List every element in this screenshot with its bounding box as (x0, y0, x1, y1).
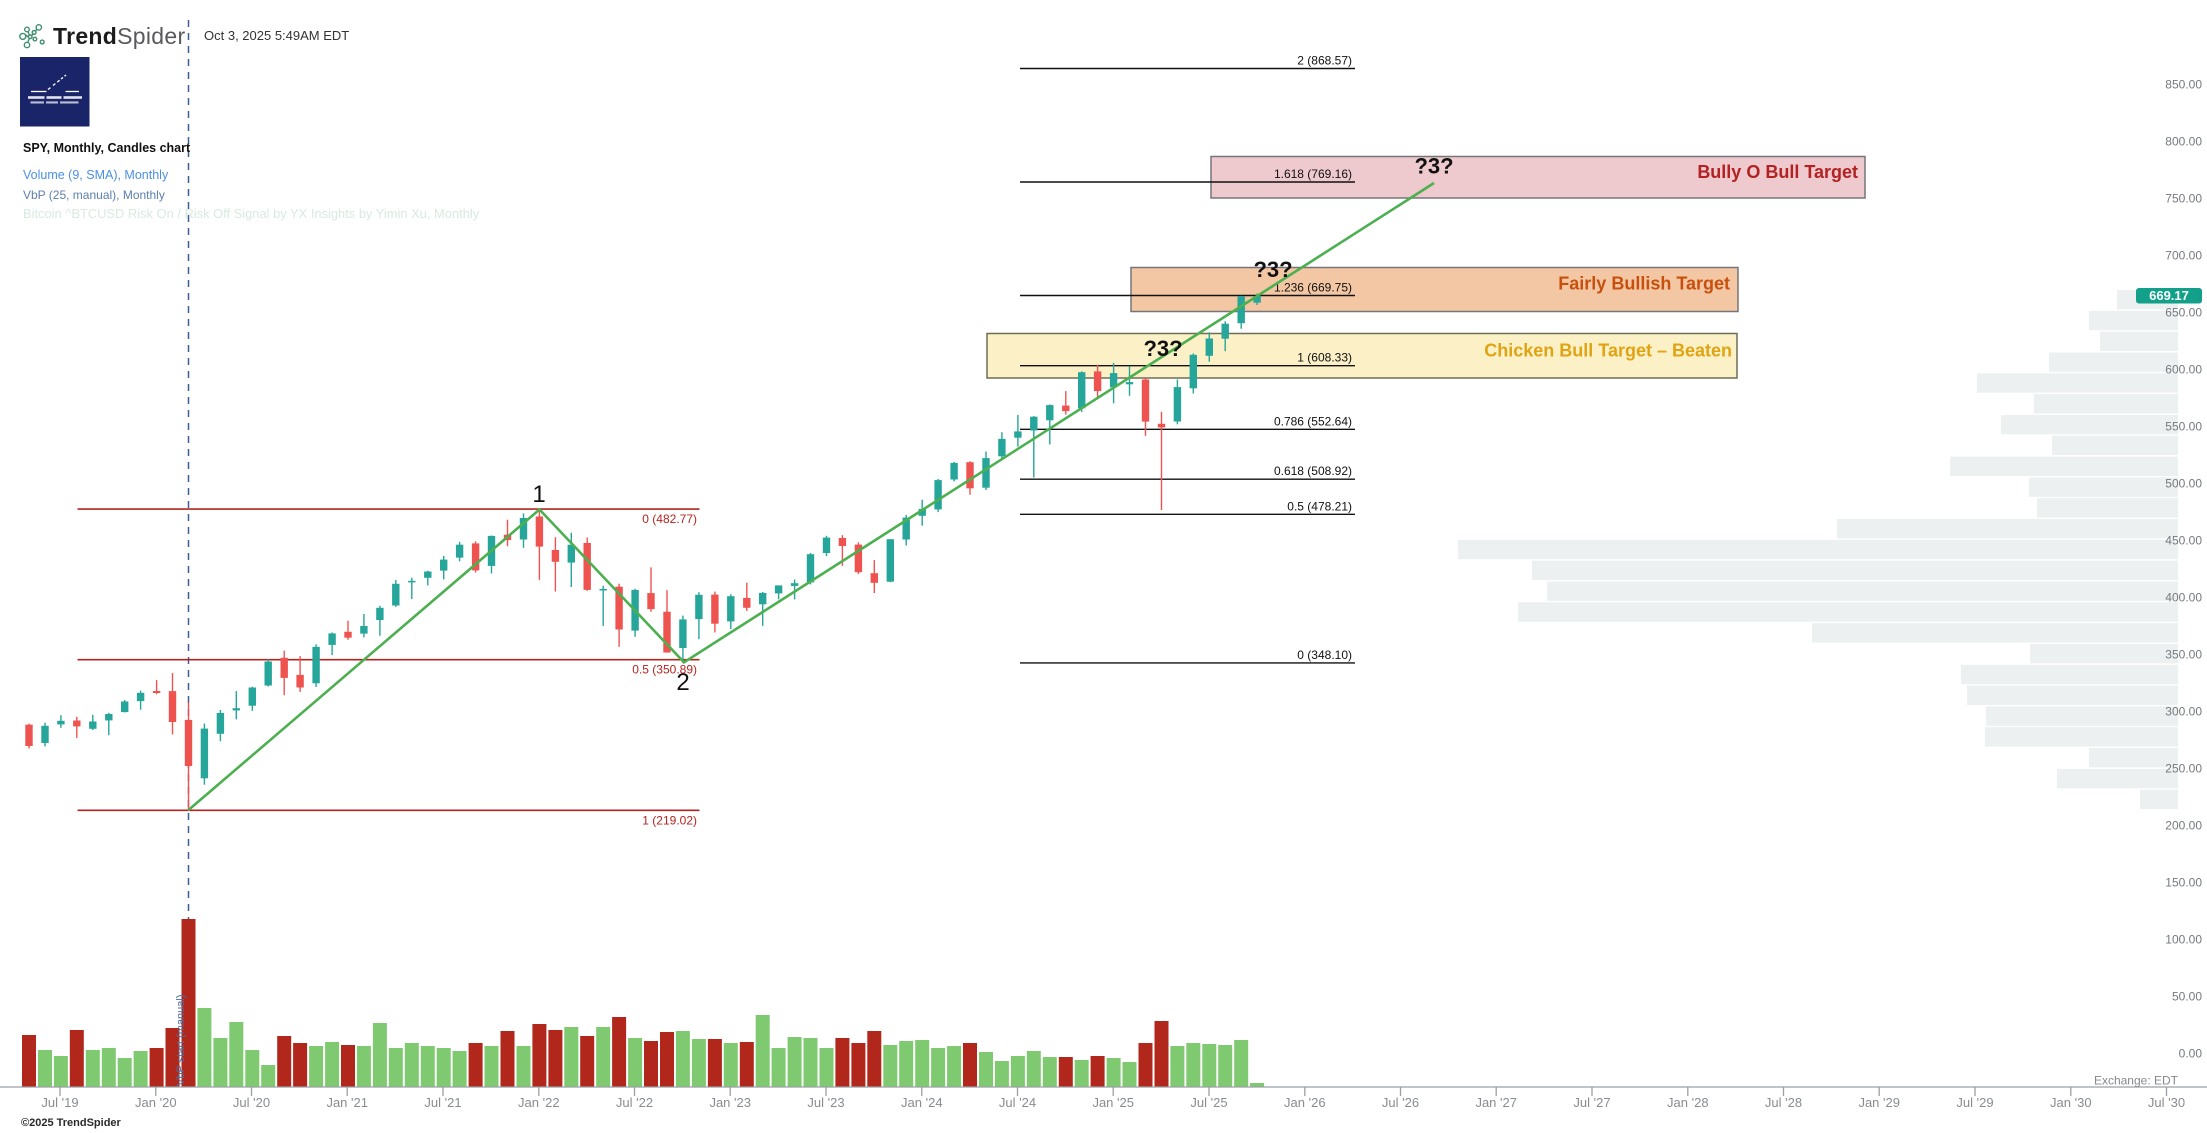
svg-text:0.5 (478.21): 0.5 (478.21) (1287, 499, 1352, 513)
svg-text:100.00: 100.00 (2165, 932, 2202, 946)
svg-text:VbP start (manual): VbP start (manual) (175, 994, 187, 1086)
svg-text:350.00: 350.00 (2165, 647, 2202, 661)
svg-text:Jan '21: Jan '21 (326, 1095, 368, 1110)
svg-text:Jul '21: Jul '21 (424, 1095, 461, 1110)
svg-text:Bitcoin ^BTCUSD Risk On / Risk: Bitcoin ^BTCUSD Risk On / Risk Off Signa… (23, 206, 480, 221)
svg-text:Jan '26: Jan '26 (1284, 1095, 1326, 1110)
svg-text:Jul '25: Jul '25 (1190, 1095, 1227, 1110)
svg-text:Bully O Bull Target: Bully O Bull Target (1697, 162, 1858, 182)
svg-text:Fairly Bullish Target: Fairly Bullish Target (1558, 274, 1730, 294)
svg-text:Jul '28: Jul '28 (1765, 1095, 1802, 1110)
svg-text:400.00: 400.00 (2165, 590, 2202, 604)
svg-text:Jan '25: Jan '25 (1092, 1095, 1134, 1110)
svg-text:750.00: 750.00 (2165, 191, 2202, 205)
svg-text:Jan '29: Jan '29 (1858, 1095, 1900, 1110)
svg-text:1 (219.02): 1 (219.02) (642, 813, 697, 827)
svg-text:Jul '23: Jul '23 (807, 1095, 844, 1110)
svg-text:Jul '29: Jul '29 (1956, 1095, 1993, 1110)
svg-text:?3?: ?3? (1143, 336, 1182, 361)
svg-text:2: 2 (676, 669, 689, 696)
svg-text:Jul '20: Jul '20 (233, 1095, 270, 1110)
svg-text:450.00: 450.00 (2165, 533, 2202, 547)
svg-text:700.00: 700.00 (2165, 248, 2202, 262)
svg-text:500.00: 500.00 (2165, 476, 2202, 490)
svg-text:800.00: 800.00 (2165, 134, 2202, 148)
svg-text:Jan '20: Jan '20 (135, 1095, 177, 1110)
svg-text:TrendSpider: TrendSpider (53, 23, 185, 49)
svg-text:Jul '27: Jul '27 (1573, 1095, 1610, 1110)
svg-text:650.00: 650.00 (2165, 305, 2202, 319)
svg-text:SPY, Monthly, Candles chart: SPY, Monthly, Candles chart (23, 141, 191, 155)
svg-text:1: 1 (532, 481, 545, 508)
svg-text:VbP (25, manual), Monthly: VbP (25, manual), Monthly (23, 188, 165, 202)
svg-text:550.00: 550.00 (2165, 419, 2202, 433)
svg-text:300.00: 300.00 (2165, 704, 2202, 718)
svg-text:250.00: 250.00 (2165, 761, 2202, 775)
svg-text:50.00: 50.00 (2172, 989, 2202, 1003)
svg-text:Jul '30: Jul '30 (2148, 1095, 2185, 1110)
svg-text:669.17: 669.17 (2149, 288, 2189, 303)
svg-text:0.5 (350.89): 0.5 (350.89) (632, 663, 697, 677)
svg-text:Jan '30: Jan '30 (2050, 1095, 2092, 1110)
svg-text:0.00: 0.00 (2179, 1046, 2203, 1060)
svg-text:Jul '24: Jul '24 (999, 1095, 1036, 1110)
svg-text:0 (482.77): 0 (482.77) (642, 512, 697, 526)
svg-text:1.236 (669.75): 1.236 (669.75) (1274, 281, 1352, 295)
svg-text:Jan '22: Jan '22 (518, 1095, 560, 1110)
svg-text:0.786 (552.64): 0.786 (552.64) (1274, 414, 1352, 428)
svg-text:1.618 (769.16): 1.618 (769.16) (1274, 167, 1352, 181)
svg-text:850.00: 850.00 (2165, 77, 2202, 91)
svg-text:600.00: 600.00 (2165, 362, 2202, 376)
svg-text:1 (608.33): 1 (608.33) (1297, 351, 1352, 365)
svg-text:Exchange: EDT: Exchange: EDT (2094, 1074, 2179, 1088)
svg-text:Chicken Bull Target – Beaten: Chicken Bull Target – Beaten (1484, 341, 1732, 361)
svg-text:Jul '19: Jul '19 (41, 1095, 78, 1110)
svg-text:Volume (9, SMA), Monthly: Volume (9, SMA), Monthly (23, 168, 169, 182)
svg-text:Jan '27: Jan '27 (1475, 1095, 1517, 1110)
svg-text:Jan '28: Jan '28 (1667, 1095, 1709, 1110)
svg-text:Jan '24: Jan '24 (901, 1095, 943, 1110)
svg-text:Jul '26: Jul '26 (1382, 1095, 1419, 1110)
svg-text:Jan '23: Jan '23 (709, 1095, 751, 1110)
svg-text:Oct 3, 2025 5:49AM EDT: Oct 3, 2025 5:49AM EDT (204, 28, 349, 43)
svg-text:150.00: 150.00 (2165, 875, 2202, 889)
svg-text:Jul '22: Jul '22 (616, 1095, 653, 1110)
svg-text:?3?: ?3? (1253, 257, 1292, 282)
svg-text:200.00: 200.00 (2165, 818, 2202, 832)
svg-text:0.618 (508.92): 0.618 (508.92) (1274, 464, 1352, 478)
svg-text:2 (868.57): 2 (868.57) (1297, 54, 1352, 68)
svg-text:©2025 TrendSpider: ©2025 TrendSpider (21, 1117, 122, 1129)
svg-text:0 (348.10): 0 (348.10) (1297, 648, 1352, 662)
svg-text:?3?: ?3? (1414, 154, 1453, 179)
